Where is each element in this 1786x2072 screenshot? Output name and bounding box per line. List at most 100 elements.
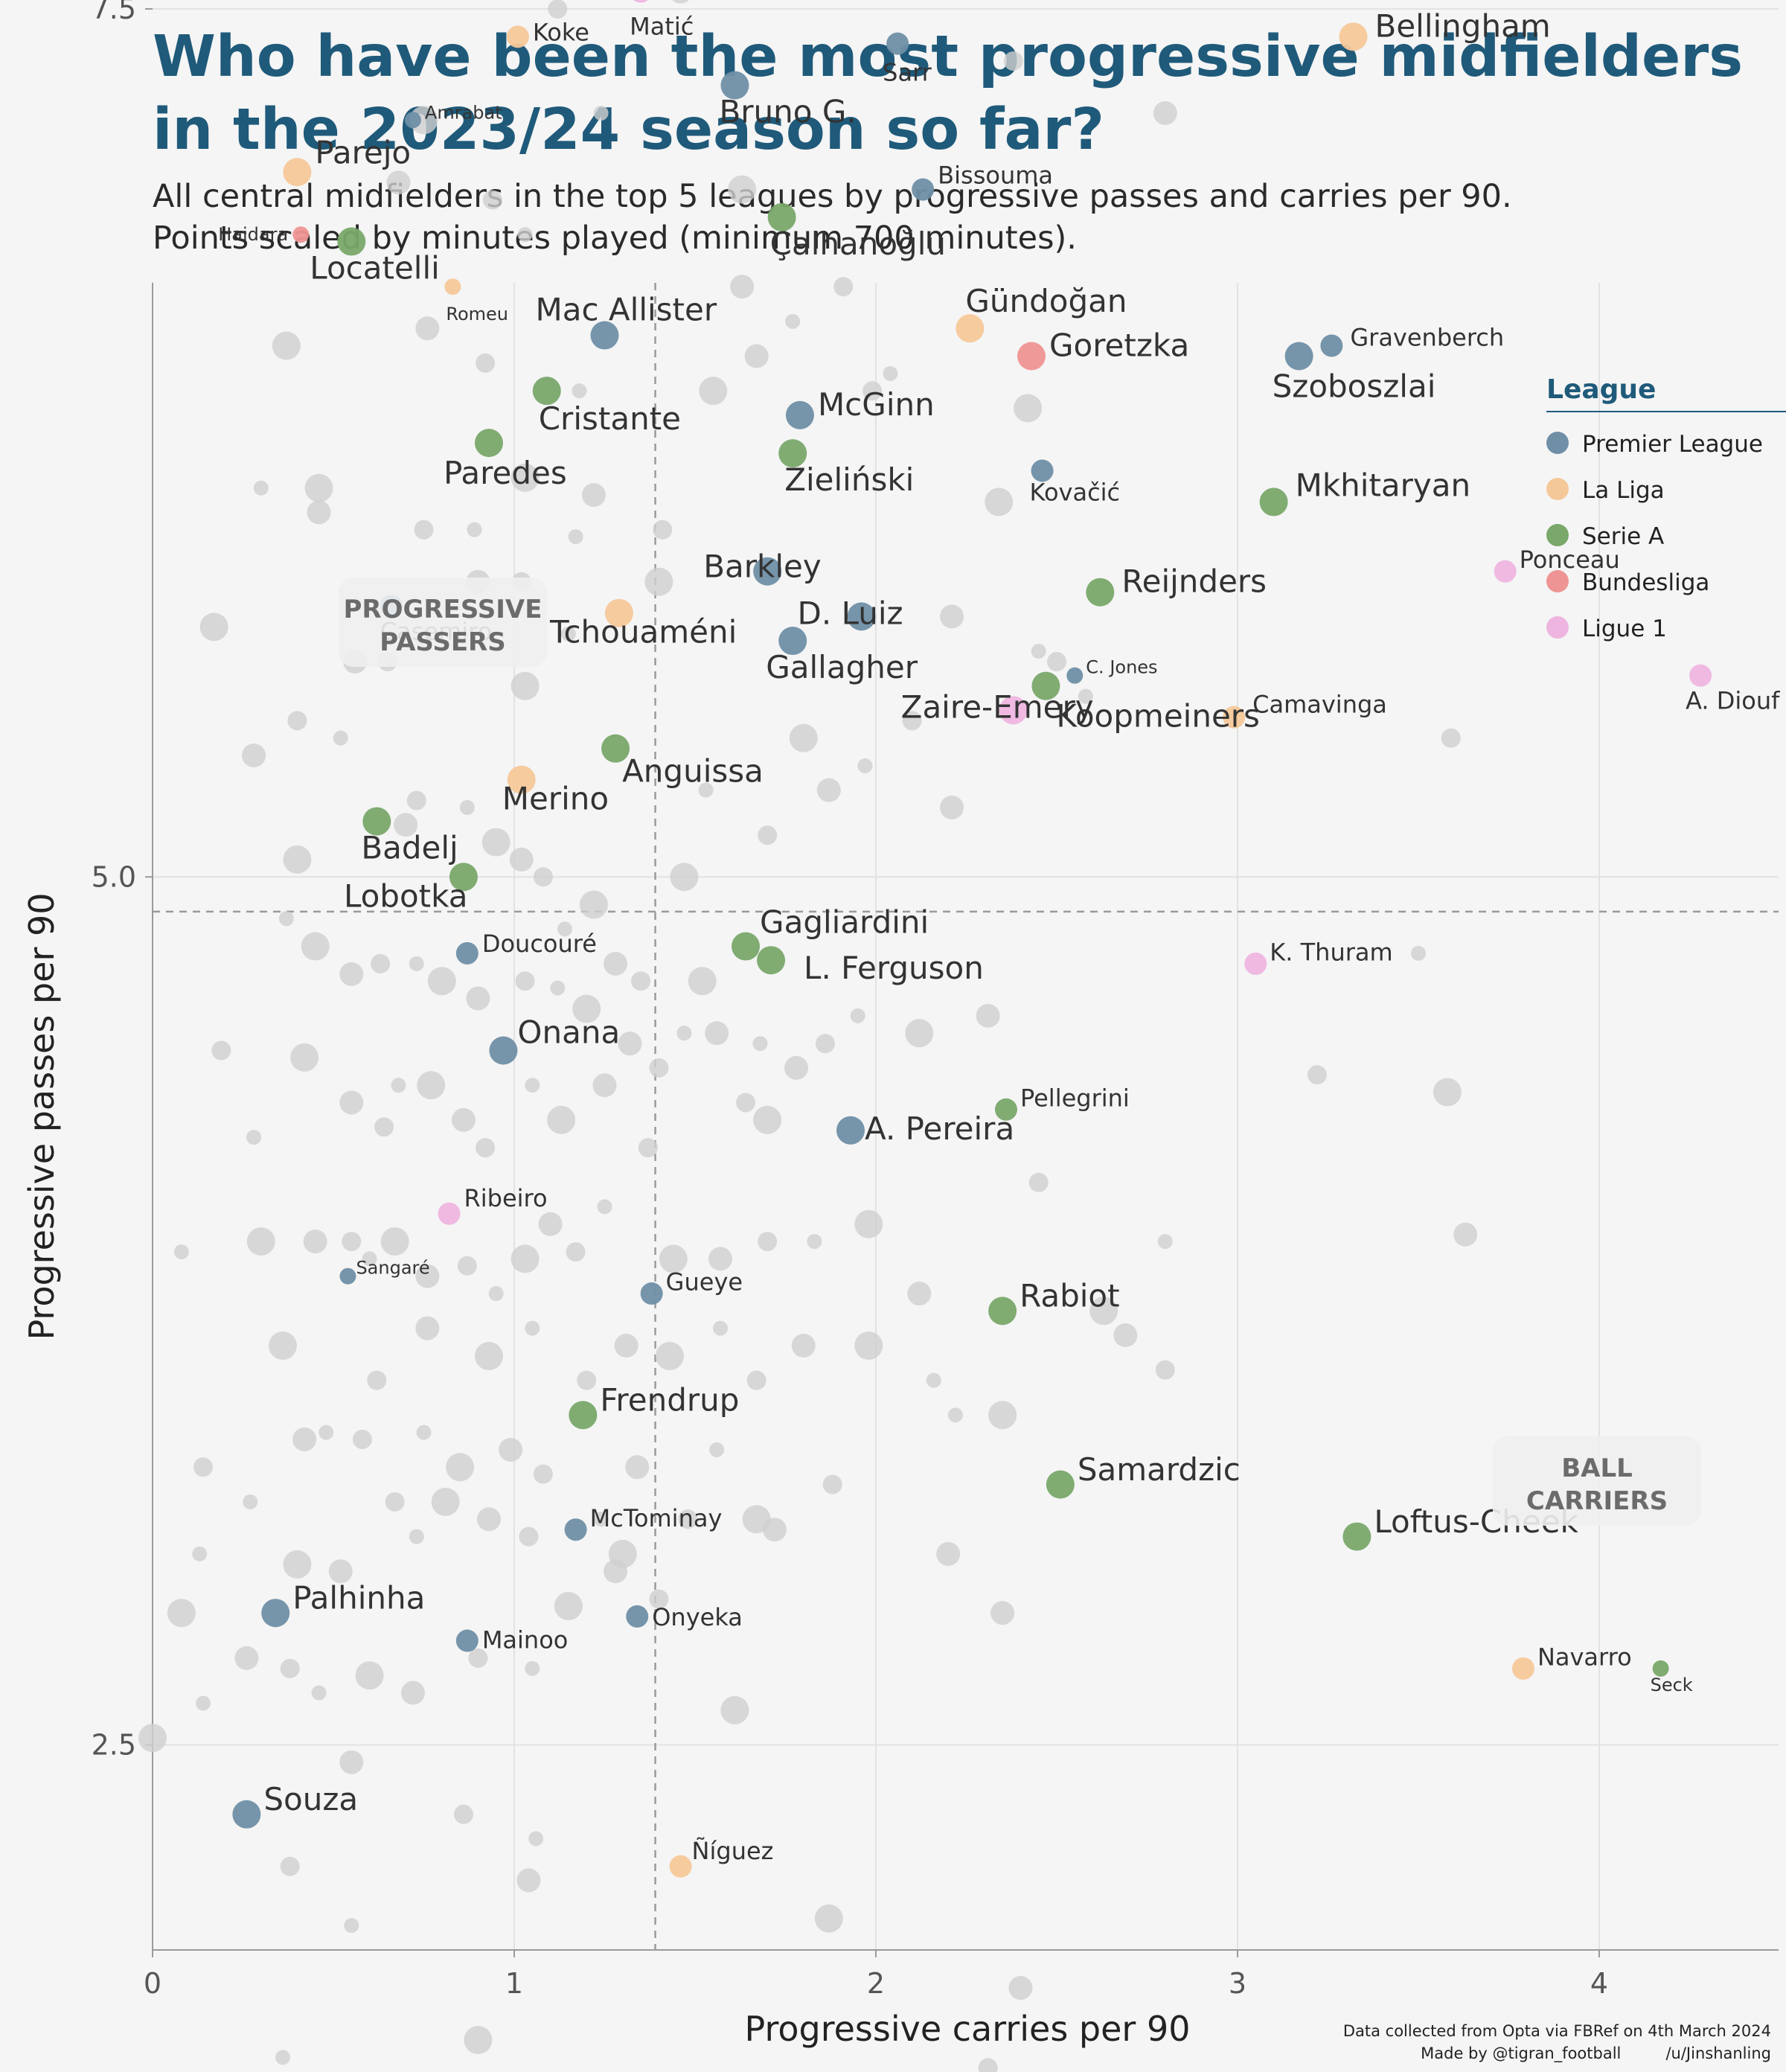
point-mctominay xyxy=(564,1518,587,1541)
other-midfielder-point xyxy=(199,613,228,642)
other-midfielder-point xyxy=(246,1130,262,1145)
other-midfielder-point xyxy=(385,1491,405,1512)
other-midfielder-point xyxy=(705,1021,729,1046)
other-midfielder-point xyxy=(482,190,502,210)
other-midfielder-point xyxy=(476,353,496,373)
point-label: Tchouaméni xyxy=(549,614,737,650)
other-midfielder-point xyxy=(947,1407,963,1423)
point-ribeiro xyxy=(438,1202,461,1225)
other-midfielder-point xyxy=(548,0,568,19)
labeled-points xyxy=(232,0,1712,1878)
point-label: A. Diouf xyxy=(1686,687,1780,715)
point-mac-allister xyxy=(590,321,619,350)
other-midfielder-point xyxy=(516,1868,541,1893)
other-midfielder-point xyxy=(319,1424,334,1440)
point-label: Pellegrini xyxy=(1020,1084,1130,1112)
y-axis-label: Progressive passes per 90 xyxy=(22,892,62,1340)
point-label: Lobotka xyxy=(344,877,468,914)
other-midfielder-point xyxy=(371,953,391,973)
point-seck xyxy=(1652,1660,1669,1677)
other-midfielder-point xyxy=(344,1918,359,1934)
point-label: Anguissa xyxy=(622,753,764,790)
point-bruno-g- xyxy=(720,71,749,100)
other-midfielder-point xyxy=(936,1541,961,1566)
other-midfielder-point xyxy=(990,1601,1015,1625)
other-midfielder-point xyxy=(713,1320,729,1336)
point-label: McGinn xyxy=(818,386,935,423)
other-midfielder-point xyxy=(1028,1172,1049,1192)
other-midfielder-point xyxy=(528,1831,544,1846)
other-midfielder-point xyxy=(352,1429,372,1449)
other-midfielder-point xyxy=(414,519,434,540)
other-midfielder-point xyxy=(138,1724,167,1753)
annotation-text: BALL xyxy=(1561,1454,1633,1483)
point-bissouma xyxy=(912,178,935,201)
point-k-thuram xyxy=(1244,952,1267,975)
point-szoboszlai xyxy=(1284,342,1313,371)
other-midfielder-point xyxy=(303,1230,327,1254)
point-sarr xyxy=(886,32,909,55)
other-midfielder-point xyxy=(862,381,883,401)
point-bellingham xyxy=(1339,22,1368,51)
other-midfielder-point xyxy=(328,1559,353,1584)
other-midfielder-point xyxy=(676,1026,692,1041)
legend-swatch xyxy=(1546,478,1569,500)
chart-title: Who have been the most progressive midfi… xyxy=(153,24,1744,163)
other-midfielder-point xyxy=(311,1685,327,1701)
other-midfielder-point xyxy=(1411,945,1426,961)
other-midfielder-point xyxy=(592,1073,617,1098)
other-midfielder-point xyxy=(833,277,854,297)
chart-subtitle: All central midfielders in the top 5 lea… xyxy=(153,176,1753,259)
other-midfielder-point xyxy=(415,1264,440,1288)
point-label: Bissouma xyxy=(938,162,1053,190)
other-midfielder-point xyxy=(614,1334,638,1358)
other-midfielder-point xyxy=(789,723,818,752)
other-midfielder-point xyxy=(728,175,757,204)
other-midfielder-point xyxy=(902,711,922,731)
other-midfielder-point xyxy=(854,1331,883,1360)
other-midfielder-point xyxy=(752,1036,768,1052)
point-mcginn xyxy=(785,400,814,429)
other-midfielder-point xyxy=(446,1453,475,1482)
point-label: Koopmeiners xyxy=(1056,698,1260,735)
other-midfielder-point xyxy=(525,1078,540,1093)
other-midfielder-point xyxy=(415,316,440,341)
point--alhano-lu xyxy=(767,202,796,231)
other-midfielder-point xyxy=(744,344,769,368)
other-midfielder-point xyxy=(464,2026,493,2055)
other-midfielder-point xyxy=(515,971,535,991)
point-label: Palhinha xyxy=(292,1580,425,1617)
other-midfielder-point xyxy=(243,1494,258,1509)
other-midfielder-point xyxy=(985,487,1014,517)
other-midfielder-point xyxy=(510,463,540,492)
other-midfielder-point xyxy=(525,1660,540,1676)
point-label: Seck xyxy=(1651,1675,1693,1695)
other-midfielder-point xyxy=(907,1282,932,1306)
other-midfielder-point xyxy=(1441,728,1461,748)
other-midfielder-point xyxy=(374,1117,394,1137)
point-label: Merino xyxy=(502,781,609,817)
other-midfielder-point xyxy=(1089,1296,1118,1326)
other-midfielder-point xyxy=(280,1856,300,1876)
legend-label: Ligue 1 xyxy=(1582,615,1667,642)
point-label: Souza xyxy=(263,1781,358,1817)
point-label: Romeu xyxy=(446,304,508,324)
other-midfielder-point xyxy=(850,1008,865,1023)
footer-made-by: Made by @tigran_football /u/Jinshanling xyxy=(1343,2042,1771,2065)
other-midfielder-point xyxy=(196,1695,211,1711)
point-label: Doucouré xyxy=(482,930,597,958)
x-tick-label: 1 xyxy=(505,1967,523,2000)
point-kova-i- xyxy=(1031,459,1054,482)
subtitle-line-1: All central midfielders in the top 5 lea… xyxy=(153,178,1512,215)
point-gravenberch xyxy=(1320,334,1343,357)
other-midfielder-point xyxy=(246,1227,275,1256)
other-midfielder-point xyxy=(557,921,573,937)
other-midfielder-point xyxy=(509,847,534,872)
other-midfielder-point xyxy=(415,1316,440,1340)
other-midfielder-point xyxy=(192,1546,208,1561)
other-midfielder-point xyxy=(672,0,689,4)
other-midfielder-point xyxy=(566,1242,586,1262)
other-midfielder-point xyxy=(807,1234,822,1250)
